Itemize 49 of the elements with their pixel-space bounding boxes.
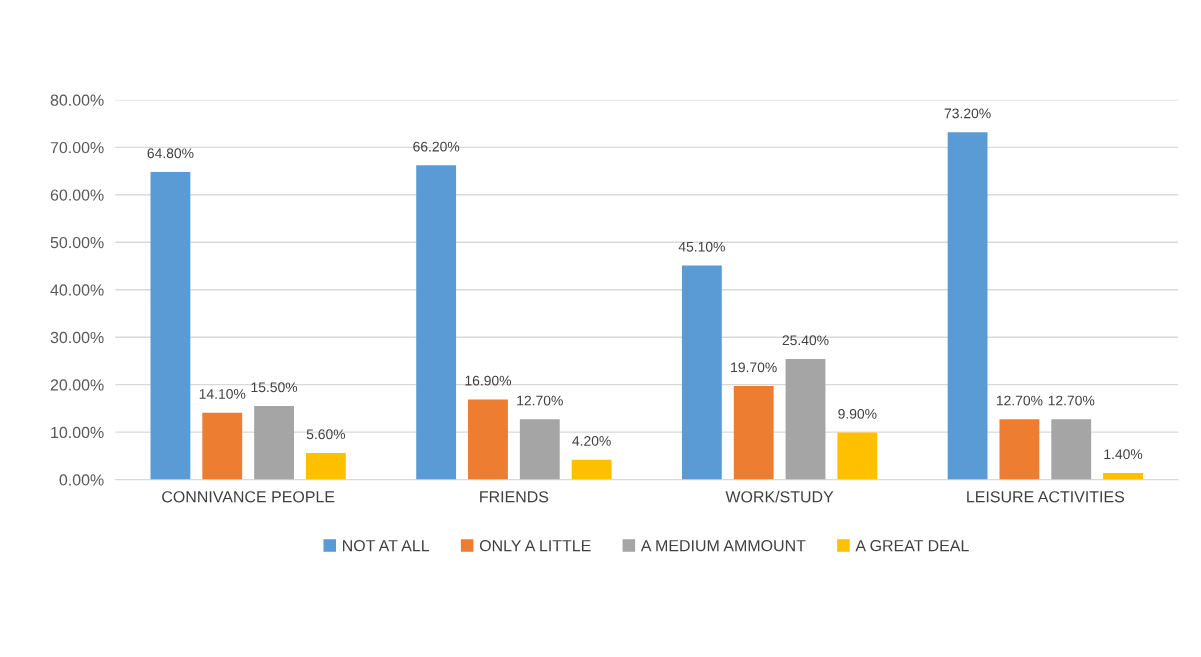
bar <box>837 432 878 480</box>
data-label: 12.70% <box>517 395 563 406</box>
bar <box>1103 472 1143 480</box>
bar <box>681 265 722 480</box>
data-label: 12.70% <box>1048 395 1095 406</box>
data-label: 73.20% <box>944 108 991 119</box>
data-label: 25.40% <box>782 335 829 346</box>
data-label: 9.90% <box>838 408 877 419</box>
data-label: 45.10% <box>678 241 725 252</box>
legend-label: ONLY A LITTLE <box>479 539 591 552</box>
y-tick-label: 70.00% <box>50 141 104 154</box>
bar <box>150 172 191 480</box>
bar <box>571 459 612 480</box>
x-tick-label: CONNIVANCE PEOPLE <box>162 491 335 503</box>
y-tick-label: 80.00% <box>50 94 104 106</box>
data-label: 5.60% <box>306 429 346 440</box>
data-label: 1.40% <box>1104 449 1143 460</box>
bar <box>947 132 988 480</box>
data-label: 66.20% <box>413 141 460 152</box>
x-tick-label: WORK/STUDY <box>725 490 834 503</box>
bar <box>1051 419 1092 480</box>
data-label: 14.10% <box>199 388 246 399</box>
bar <box>254 406 294 480</box>
y-tick-label: 30.00% <box>50 331 104 344</box>
x-tick-label: FRIENDS <box>480 491 549 503</box>
y-tick-label: 0.00% <box>59 474 104 486</box>
bar <box>733 386 774 480</box>
y-tick-label: 50.00% <box>50 236 104 249</box>
bar <box>999 419 1040 480</box>
bar <box>416 165 457 480</box>
legend-label: A GREAT DEAL <box>855 539 969 552</box>
bar <box>468 399 508 480</box>
data-label: 12.70% <box>996 395 1043 406</box>
y-tick-label: 20.00% <box>50 379 104 391</box>
y-tick-label: 60.00% <box>50 189 104 201</box>
y-tick-label: 40.00% <box>50 284 104 296</box>
data-label: 15.50% <box>251 382 298 393</box>
data-label: 16.90% <box>465 375 512 386</box>
legend-label: A MEDIUM AMMOUNT <box>640 539 806 552</box>
x-tick-label: LEISURE ACTIVITIES <box>967 491 1125 503</box>
bar <box>305 453 346 480</box>
data-label: 64.80% <box>147 148 194 159</box>
y-tick-label: 10.00% <box>51 426 104 439</box>
bar <box>785 359 826 480</box>
bar <box>519 419 560 480</box>
data-label: 19.70% <box>731 362 777 373</box>
bar <box>202 412 243 480</box>
data-label: 4.20% <box>572 435 611 446</box>
legend-label: NOT AT ALL <box>343 539 430 552</box>
